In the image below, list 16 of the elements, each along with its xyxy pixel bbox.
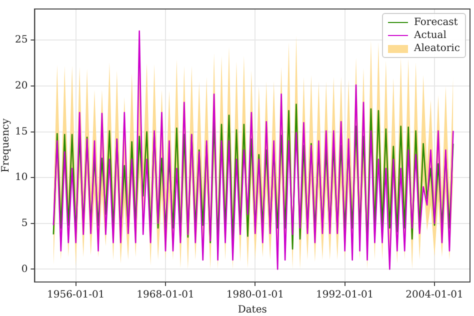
legend-label: Forecast	[414, 17, 458, 28]
y-tick-label: 5	[21, 218, 28, 229]
x-tick-label: 1992-01-01	[316, 290, 374, 301]
x-tick-label: 1968-01-01	[136, 290, 194, 301]
x-tick-label: 2004-01-01	[406, 290, 464, 301]
annotation: Aleatoric	[414, 43, 460, 54]
y-tick-label: 20	[14, 80, 28, 92]
legend-label: Actual	[414, 30, 446, 41]
x-tick-label: 1980-01-01	[226, 290, 284, 301]
y-tick-label: 0	[21, 264, 28, 275]
y-tick-label: 15	[14, 126, 28, 138]
y-axis-title: Frequency	[0, 118, 12, 173]
x-tick-label: 1956-01-01	[47, 290, 105, 301]
y-tick-label: 25	[14, 34, 28, 46]
y-tick-label: 10	[14, 172, 28, 184]
x-axis-title: Dates	[238, 304, 267, 316]
